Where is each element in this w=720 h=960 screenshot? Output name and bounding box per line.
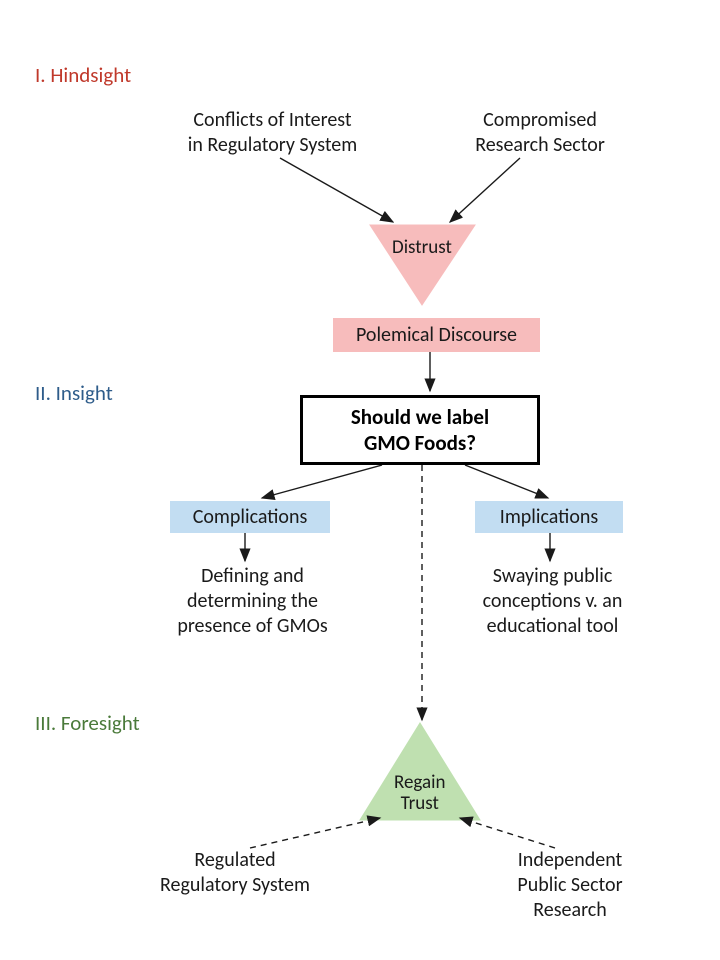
polemical-text: Polemical Discourse xyxy=(356,323,517,347)
complications-box: Complications xyxy=(170,501,330,533)
section-insight: II. Insight xyxy=(35,380,113,406)
node-swaying: Swaying publicconceptions v. aneducation… xyxy=(455,564,650,639)
section-foresight: III. Foresight xyxy=(35,710,140,736)
node-independent: IndependentPublic SectorResearch xyxy=(475,848,665,923)
distrust-label: Distrust xyxy=(392,238,452,259)
node-regulated: RegulatedRegulatory System xyxy=(130,848,340,898)
implications-text: Implications xyxy=(500,505,598,529)
central-text: Should we labelGMO Foods? xyxy=(351,404,489,457)
node-defining: Defining anddetermining thepresence of G… xyxy=(155,564,350,639)
polemical-box: Polemical Discourse xyxy=(333,318,540,352)
node-compromised: CompromisedResearch Sector xyxy=(440,108,640,158)
node-conflicts: Conflicts of Interestin Regulatory Syste… xyxy=(160,108,385,158)
section-hindsight: I. Hindsight xyxy=(35,62,131,88)
central-question-box: Should we labelGMO Foods? xyxy=(300,395,540,465)
implications-box: Implications xyxy=(475,501,623,533)
regain-trust-label: RegainTrust xyxy=(394,773,445,815)
complications-text: Complications xyxy=(193,505,308,529)
